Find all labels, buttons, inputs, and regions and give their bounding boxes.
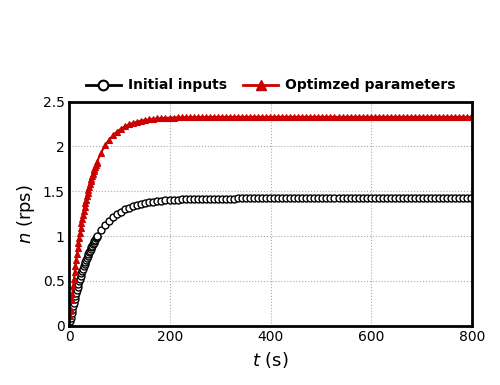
Legend: Initial inputs, Optimzed parameters: Initial inputs, Optimzed parameters <box>80 73 461 98</box>
Y-axis label: $n$ (rps): $n$ (rps) <box>15 184 37 244</box>
X-axis label: $t$ (s): $t$ (s) <box>252 350 289 370</box>
